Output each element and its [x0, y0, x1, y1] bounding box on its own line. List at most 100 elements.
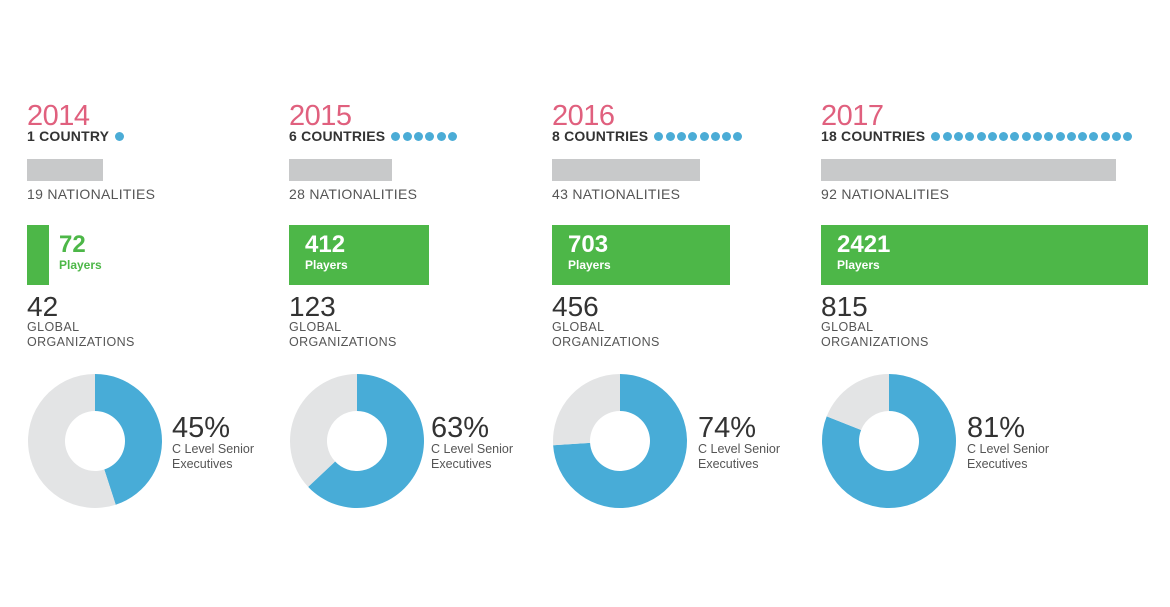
- exec-percentage: 63%: [431, 412, 490, 444]
- year-column-2014: 2014 1 COUNTRY 19 NATIONALITIES 72 Players 42…: [27, 0, 357, 607]
- country-dot: [447, 131, 457, 141]
- exec-label-line1: C Level Senior: [967, 442, 1049, 456]
- players-bar: [552, 225, 730, 285]
- donut-slice-executives: [553, 374, 687, 508]
- nationalities-label: 92 NATIONALITIES: [821, 186, 950, 202]
- players-number: 2421: [837, 231, 891, 258]
- country-dot: [1078, 131, 1088, 141]
- players-value: 72 Players: [59, 231, 102, 273]
- donut-slice-remainder: [826, 374, 889, 430]
- country-dots: [654, 131, 744, 141]
- exec-donut-chart: [27, 374, 162, 508]
- country-dot: [1100, 131, 1110, 141]
- exec-percentage: 45%: [172, 412, 231, 444]
- organizations-label: GLOBAL ORGANIZATIONS: [552, 320, 692, 350]
- year-label: 2015: [289, 100, 352, 132]
- nationalities-label: 28 NATIONALITIES: [289, 186, 418, 202]
- exec-label-line2: Executives: [172, 457, 233, 471]
- country-dot: [402, 131, 412, 141]
- countries-label: 18 COUNTRIES: [821, 128, 926, 144]
- exec-label: C Level Senior Executives: [431, 442, 541, 472]
- players-value: 412 Players: [305, 231, 348, 273]
- players-number: 72: [59, 231, 86, 258]
- country-dot: [699, 131, 709, 141]
- organizations-label-line2: ORGANIZATIONS: [821, 335, 929, 349]
- organizations-label: GLOBAL ORGANIZATIONS: [821, 320, 961, 350]
- country-dot: [1055, 131, 1065, 141]
- countries-label: 8 COUNTRIES: [552, 128, 649, 144]
- country-dot: [391, 131, 401, 141]
- country-dot: [931, 131, 941, 141]
- countries-label: 1 COUNTRY: [27, 128, 110, 144]
- exec-label: C Level Senior Executives: [967, 442, 1077, 472]
- exec-percentage: 81%: [967, 412, 1026, 444]
- country-dot: [436, 131, 446, 141]
- country-dot: [1032, 131, 1042, 141]
- donut-slice-executives: [308, 374, 424, 508]
- year-column-2016: 2016 8 COUNTRIES 43 NATIONALITIES 703 Player…: [552, 0, 882, 607]
- organizations-label: GLOBAL ORGANIZATIONS: [289, 320, 429, 350]
- country-dot: [1044, 131, 1054, 141]
- exec-percentage: 74%: [698, 412, 757, 444]
- exec-label-line2: Executives: [967, 457, 1028, 471]
- countries-row: 18 COUNTRIES: [821, 128, 1135, 144]
- donut-slice-executives: [95, 374, 162, 505]
- players-label: Players: [59, 258, 102, 272]
- country-dot: [1123, 131, 1133, 141]
- organizations-number: 815: [821, 291, 868, 322]
- exec-donut-chart: [822, 374, 956, 508]
- country-dot: [1112, 131, 1122, 141]
- organizations-number: 123: [289, 291, 336, 322]
- country-dot: [1089, 131, 1099, 141]
- country-dot: [733, 131, 743, 141]
- donut-slice-remainder: [290, 374, 357, 487]
- exec-label-line2: Executives: [698, 457, 759, 471]
- organizations-label-line1: GLOBAL: [552, 320, 605, 334]
- countries-row: 8 COUNTRIES: [552, 128, 745, 144]
- year-label: 2017: [821, 100, 884, 132]
- nationalities-bar: [821, 159, 1116, 181]
- year-column-2017: 2017 18 COUNTRIES 92 NATIONALITIES 2421 Play…: [821, 0, 1151, 607]
- exec-donut-chart: [553, 374, 687, 508]
- country-dots: [931, 131, 1134, 141]
- country-dot: [676, 131, 686, 141]
- country-dot: [688, 131, 698, 141]
- organizations-label-line2: ORGANIZATIONS: [552, 335, 660, 349]
- organizations-label: GLOBAL ORGANIZATIONS: [27, 320, 167, 350]
- country-dot: [965, 131, 975, 141]
- country-dot: [413, 131, 423, 141]
- year-label: 2016: [552, 100, 615, 132]
- organizations-label-line2: ORGANIZATIONS: [27, 335, 135, 349]
- exec-label-line1: C Level Senior: [698, 442, 780, 456]
- exec-label-line1: C Level Senior: [431, 442, 513, 456]
- organizations-label-line1: GLOBAL: [27, 320, 80, 334]
- exec-donut-chart: [290, 374, 424, 508]
- nationalities-bar: [552, 159, 700, 181]
- country-dot: [665, 131, 675, 141]
- country-dot: [987, 131, 997, 141]
- country-dot: [425, 131, 435, 141]
- players-bar: [821, 225, 1148, 285]
- organizations-label-line1: GLOBAL: [821, 320, 874, 334]
- nationalities-label: 43 NATIONALITIES: [552, 186, 681, 202]
- donut-slice-executives: [822, 374, 956, 508]
- donut-slice-remainder: [27, 374, 116, 508]
- players-bar: [289, 225, 429, 285]
- country-dots: [391, 131, 459, 141]
- players-label: Players: [568, 258, 611, 272]
- country-dot: [115, 131, 125, 141]
- year-column-2015: 2015 6 COUNTRIES 28 NATIONALITIES 412 Player…: [289, 0, 619, 607]
- players-number: 412: [305, 231, 346, 258]
- organizations-number: 456: [552, 291, 599, 322]
- exec-label-line2: Executives: [431, 457, 492, 471]
- country-dot: [1010, 131, 1020, 141]
- players-label: Players: [305, 258, 348, 272]
- players-number: 703: [568, 231, 609, 258]
- country-dot: [710, 131, 720, 141]
- country-dot: [1021, 131, 1031, 141]
- country-dot: [1066, 131, 1076, 141]
- players-bar: [27, 225, 49, 285]
- exec-label-line1: C Level Senior: [172, 442, 254, 456]
- country-dot: [999, 131, 1009, 141]
- country-dot: [976, 131, 986, 141]
